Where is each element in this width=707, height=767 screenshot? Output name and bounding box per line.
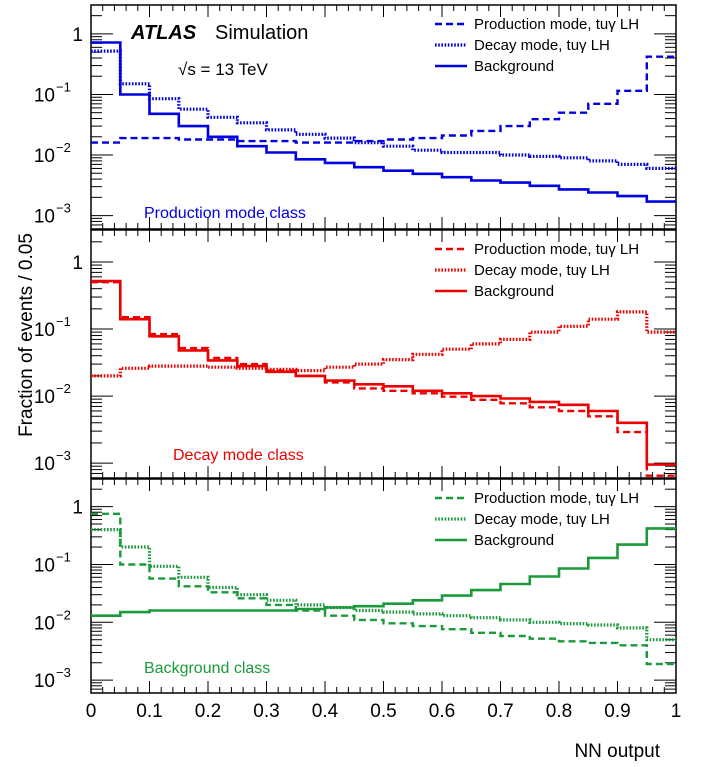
series-line-solid [91, 279, 676, 466]
legend-label: Background [474, 58, 554, 75]
x-tick-label: 0.4 [312, 701, 339, 722]
y-tick-exponent: −3 [56, 665, 71, 680]
legend-label: Production mode, tuγ LH [474, 490, 639, 507]
legend-label: Production mode, tuγ LH [474, 16, 639, 33]
panel-3: 0 0.1 0.2 0.3 0.4 0.5 0.6 0.7 0.8 0.9 110 −310 −210−… [34, 478, 682, 722]
x-tick-label: 0.9 [604, 701, 630, 722]
y-tick-label: 10 [34, 146, 55, 167]
y-tick-label: 1 [72, 25, 83, 46]
y-tick-label: 10 [34, 320, 55, 341]
legend-label: Decay mode, tuγ LH [474, 511, 610, 528]
series-line-dashed [91, 281, 676, 477]
x-tick-label: 0.6 [429, 701, 455, 722]
x-tick-label: 0.5 [370, 701, 396, 722]
y-tick-label: 1 [72, 498, 83, 519]
x-axis-label: NN output [574, 741, 660, 762]
legend-label: Production mode, tuγ LH [474, 241, 639, 258]
x-tick-label: 0.2 [195, 701, 221, 722]
legend-label: Background [474, 532, 554, 549]
y-tick-exponent: −3 [56, 448, 71, 463]
y-tick-exponent: −2 [56, 607, 71, 622]
legend-label: Decay mode, tuγ LH [474, 37, 610, 54]
y-tick-label: 10 [34, 207, 55, 228]
x-tick-label: 0 [86, 701, 97, 722]
x-tick-label: 0.1 [136, 701, 162, 722]
atlas-simulation-text: Simulation [215, 22, 308, 44]
y-tick-exponent: −1 [56, 549, 71, 564]
class-label: Production mode class [144, 205, 306, 222]
atlas-logo-text: ATLAS [130, 22, 197, 44]
x-tick-label: 1 [671, 701, 682, 722]
class-label: Background class [144, 660, 270, 677]
x-tick-label: 0.7 [487, 701, 513, 722]
series-line-solid [91, 41, 676, 203]
y-tick-exponent: −1 [56, 314, 71, 329]
y-tick-label: 10 [34, 387, 55, 408]
legend-label: Decay mode, tuγ LH [474, 262, 610, 279]
y-tick-exponent: −2 [56, 140, 71, 155]
y-axis-label: Fraction of events / 0.05 [16, 233, 37, 437]
series-line-dotted [91, 528, 676, 642]
y-tick-label: 10 [34, 671, 55, 692]
series-line-dashed [91, 55, 676, 144]
series-line-dotted [91, 310, 676, 378]
series-line-dashed [91, 512, 676, 666]
y-tick-exponent: −2 [56, 381, 71, 396]
series-line-dotted [91, 49, 676, 170]
y-tick-label: 1 [72, 253, 83, 274]
class-label: Decay mode class [173, 447, 304, 464]
energy-label: √s = 13 TeV [178, 60, 268, 79]
series-line-solid [91, 527, 676, 617]
legend-label: Background [474, 283, 554, 300]
y-tick-exponent: −1 [56, 79, 71, 94]
y-tick-label: 10 [34, 555, 55, 576]
y-tick-label: 10 [34, 454, 55, 475]
y-tick-label: 10 [34, 85, 55, 106]
x-tick-label: 0.8 [546, 701, 572, 722]
y-tick-exponent: −3 [56, 201, 71, 216]
y-tick-label: 10 [34, 613, 55, 634]
x-tick-label: 0.3 [253, 701, 279, 722]
